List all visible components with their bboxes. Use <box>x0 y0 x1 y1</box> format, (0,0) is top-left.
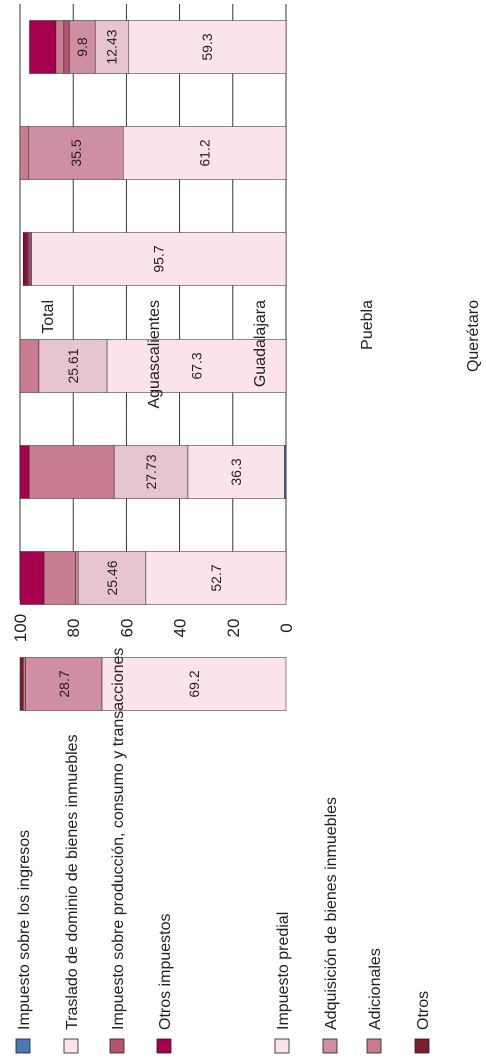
category-label-aguascalientes: Aguascalientes <box>146 300 163 409</box>
data-label-xalapa-impuesto-predial: 52.7 <box>208 564 224 591</box>
data-label-guadalajara-impuesto-predial: 95.7 <box>151 245 167 272</box>
bar-segment-total-otros-impuestos <box>29 20 57 74</box>
data-label-merida-adquisicion-de-bienes-inmuebles: 28.7 <box>56 670 72 697</box>
data-label-total-impuesto-predial: 59.3 <box>199 33 215 60</box>
legend-swatch-impuesto-sobre-los-ingresos <box>15 1038 31 1054</box>
legend-label-impuesto-sobre-los-ingresos: Impuesto sobre los ingresos <box>16 830 33 1030</box>
bar-segment-xalapa-traslado-de-dominio-de-bienes-inmuebles <box>77 551 147 605</box>
data-label-puebla-impuesto-predial: 67.3 <box>188 352 204 379</box>
legend-swatch-adquisicion-de-bienes-inmuebles <box>322 1038 338 1054</box>
grid-lines <box>19 4 287 600</box>
bar-segment-total-adquisicion-de-bienes-inmuebles <box>68 20 96 74</box>
bar-segment-guadalajara-otros <box>22 232 25 286</box>
bar-segment-xalapa-otros-impuestos <box>19 551 45 605</box>
bar-segment-queretaro-otros-impuestos <box>19 445 30 499</box>
bar-segment-queretaro-adicionales <box>28 445 115 499</box>
data-label-puebla-traslado-de-dominio-de-bienes-inmuebles: 25.61 <box>65 348 81 383</box>
bar-segment-puebla-adicionales <box>19 339 40 393</box>
bar-segment-aguascalientes-adicionales <box>19 126 30 180</box>
bar-segment-total-adicionales <box>55 20 65 74</box>
bar-segment-puebla-traslado-de-dominio-de-bienes-inmuebles <box>38 339 108 393</box>
bar-segment-guadalajara-otros-impuestos <box>23 232 28 286</box>
legend: Impuesto sobre los ingresos Traslado de d… <box>15 648 432 1054</box>
category-label-total: Total <box>40 300 57 334</box>
bar-segment-guadalajara-impuesto-predial <box>31 232 287 286</box>
legend-swatch-impuesto-predial <box>274 1038 290 1054</box>
bar-segment-merida-adquisicion-de-bienes-inmuebles <box>25 657 103 711</box>
bar-segment-merida-impuesto-predial <box>101 657 287 711</box>
bar-segment-puebla-impuesto-predial <box>106 339 287 393</box>
y-tick-label-60: 60 <box>117 619 136 638</box>
axes: 0 20 40 60 80 100 Total Aguascalientes Guadalaja… <box>11 300 482 642</box>
y-tick-label-20: 20 <box>224 619 243 638</box>
bar-segment-total-impuesto-predial <box>128 20 287 74</box>
bar-segment-total-impuesto-sobre-produccion-consumo-y-transacciones <box>63 20 70 74</box>
data-label-aguascalientes-adquisicion-de-bienes-inmuebles: 35.5 <box>68 139 84 166</box>
bar-segment-merida-adicionales <box>22 657 26 711</box>
bars: 59.3 12.43 9.8 61.2 35.5 95.7 67.3 25.61 36.3 27.… <box>19 20 287 711</box>
bar-segment-aguascalientes-impuesto-predial <box>122 126 287 180</box>
category-label-puebla: Puebla <box>359 300 376 350</box>
legend-label-impuesto-sobre-produccion-consumo-y-transacciones: Impuesto sobre producción, consumo y tra… <box>110 648 127 1030</box>
legend-label-adicionales: Adicionales <box>367 948 384 1030</box>
legend-swatch-impuesto-sobre-produccion-consumo-y-transacciones <box>109 1038 125 1054</box>
legend-swatch-adicionales <box>366 1038 382 1054</box>
bar-segment-total-traslado-de-dominio-de-bienes-inmuebles <box>94 20 129 74</box>
data-label-queretaro-impuesto-predial: 36.3 <box>228 458 244 485</box>
bar-segment-xalapa-impuesto-predial <box>145 551 287 605</box>
legend-label-otros-impuestos: Otros impuestos <box>157 914 174 1030</box>
data-label-queretaro-traslado-de-dominio-de-bienes-inmuebles: 27.73 <box>143 454 159 489</box>
data-label-total-traslado-de-dominio-de-bienes-inmuebles: 12.43 <box>104 29 120 64</box>
data-label-aguascalientes-impuesto-predial: 61.2 <box>197 139 213 166</box>
legend-label-traslado-de-dominio-de-bienes-inmuebles: Traslado de dominio de bienes inmuebles <box>64 734 81 1030</box>
data-label-merida-impuesto-predial: 69.2 <box>186 670 202 697</box>
category-label-guadalajara: Guadalajara <box>252 300 269 387</box>
legend-swatch-traslado-de-dominio-de-bienes-inmuebles <box>63 1038 79 1054</box>
data-label-xalapa-traslado-de-dominio-de-bienes-inmuebles: 25.46 <box>104 560 120 595</box>
bar-segment-xalapa-adquisicion-de-bienes-inmuebles <box>75 551 79 605</box>
legend-swatch-otros-impuestos <box>156 1038 172 1054</box>
y-tick-label-80: 80 <box>64 619 83 638</box>
bar-segment-xalapa-adicionales <box>43 551 76 605</box>
legend-label-impuesto-predial: Impuesto predial <box>275 912 292 1030</box>
y-tick-label-0: 0 <box>277 623 296 632</box>
bar-segment-queretaro-traslado-de-dominio-de-bienes-inmuebles <box>113 445 189 499</box>
legend-label-otros: Otros <box>415 991 432 1030</box>
bar-segment-merida-otros <box>19 657 24 711</box>
data-label-total-adquisicion-de-bienes-inmuebles: 9.8 <box>74 37 90 57</box>
y-tick-label-40: 40 <box>171 619 190 638</box>
y-tick-label-100: 100 <box>11 614 30 642</box>
legend-swatch-otros <box>414 1038 430 1054</box>
bar-segment-queretaro-impuesto-predial <box>187 445 285 499</box>
category-label-queretaro: Querétaro <box>465 300 482 372</box>
legend-label-adquisicion-de-bienes-inmuebles: Adquisición de bienes inmuebles <box>323 797 340 1030</box>
